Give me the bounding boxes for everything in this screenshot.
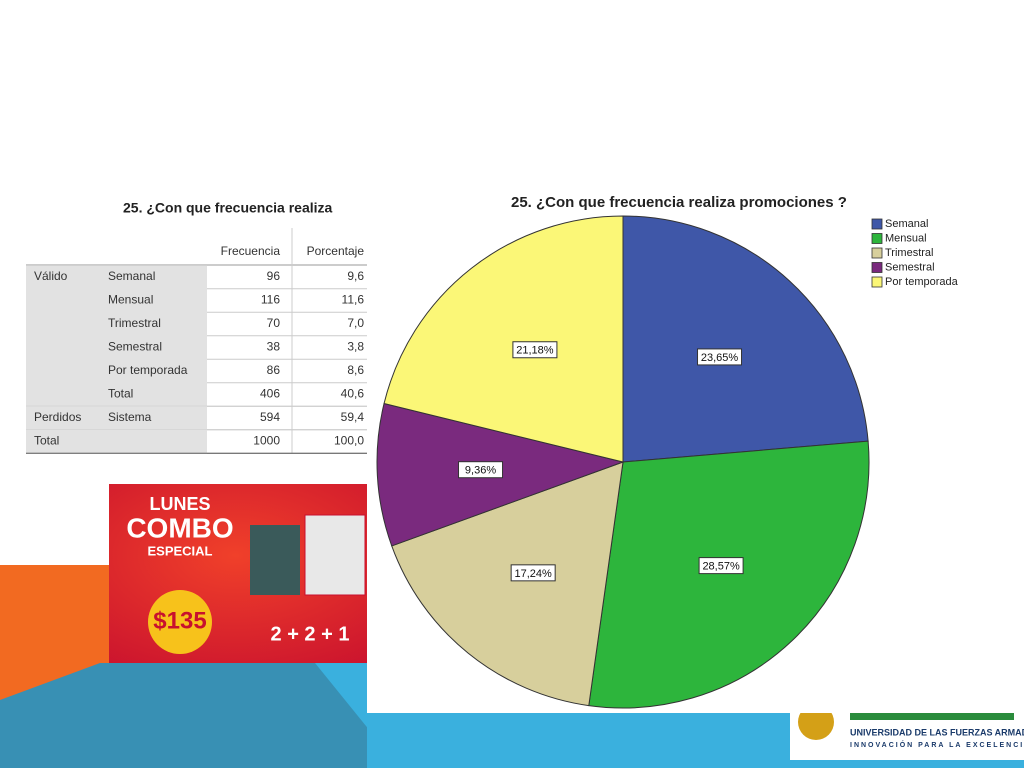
data-label: 21,18% [516,345,554,357]
cups [250,525,300,595]
table-label: Mensual [108,293,153,307]
legend-label: Semanal [885,218,928,230]
table-cell: 40,6 [341,387,365,401]
data-label-box [510,564,556,582]
legend-swatch [871,233,883,244]
legend-swatch [871,262,883,273]
pie-slice [588,440,870,709]
pie-slice [383,215,624,463]
table-cell: 3,8 [347,340,364,354]
table-cell: 9,6 [347,269,364,283]
table-group: Perdidos [34,410,81,424]
data-label-box [512,341,558,359]
table-cell: 116 [261,293,280,307]
table-cell: 7,0 [347,316,364,330]
data-label: 17,24% [515,568,553,580]
data-label-box [698,557,744,575]
data-label-box [697,348,743,366]
table-cell: 594 [260,410,280,424]
table-cell: 8,6 [347,363,364,377]
table-cell: 38 [267,340,281,354]
table-label: Semanal [108,269,155,283]
pie-slice [622,215,869,463]
table-group: Total [34,434,59,448]
table-label: Sistema [108,410,152,424]
promo-line3: ESPECIAL [147,543,212,558]
chart-title: 25. ¿Con que frecuencia realiza promocio… [511,194,847,211]
pie [376,215,870,709]
table-cell: 86 [267,363,281,377]
promo-line2: COMBO [126,512,233,543]
promo-offer: 2 + 2 + 1 [271,623,350,645]
legend-swatch [871,247,883,259]
table-label: Por temporada [108,363,188,377]
popcorn [304,514,366,596]
table-header: Porcentaje [307,244,365,258]
table-group-bg [26,429,207,454]
table-cell: 96 [267,269,281,283]
data-label: 9,36% [465,465,496,477]
footer-name: UNIVERSIDAD DE LAS FUERZAS ARMADAS [850,727,1024,737]
table-title: 25. ¿Con que frecuencia realiza [123,200,333,216]
legend-swatch [871,218,883,230]
legend-label: Semestral [885,261,935,273]
promo-price: $135 [153,607,206,634]
price-badge [148,590,212,654]
table-cell: 59,4 [341,410,365,424]
legend-swatch [871,276,883,288]
table-label: Total [108,387,133,401]
pie-labels: 23,65% 28,57% 17,24% 9,36% 21,18% [458,341,744,582]
data-label-box [458,461,504,479]
footer-motto: INNOVACIÓN PARA LA EXCELENCIA [850,740,1024,749]
table-label: Semestral [108,340,162,354]
table-cell: 406 [260,387,280,401]
table-cell: 1000 [253,434,280,448]
legend-label: Mensual [885,232,927,244]
table-label: Trimestral [108,316,161,330]
table-header: Frecuencia [221,244,281,258]
legend-label: Trimestral [885,247,933,259]
table-cell: 70 [267,316,281,330]
table-cell: 100,0 [334,434,364,448]
table-cell: 11,6 [342,293,365,307]
data-label: 23,65% [701,352,739,364]
table-group: Válido [34,269,68,283]
teal-shape [0,663,400,768]
promo-line1: LUNES [149,494,210,514]
table-group-bg [26,406,207,430]
pie-slice [391,461,624,707]
table-group-bg [26,265,207,407]
legend-label: Por temporada [885,276,959,288]
data-label: 28,57% [702,561,740,573]
